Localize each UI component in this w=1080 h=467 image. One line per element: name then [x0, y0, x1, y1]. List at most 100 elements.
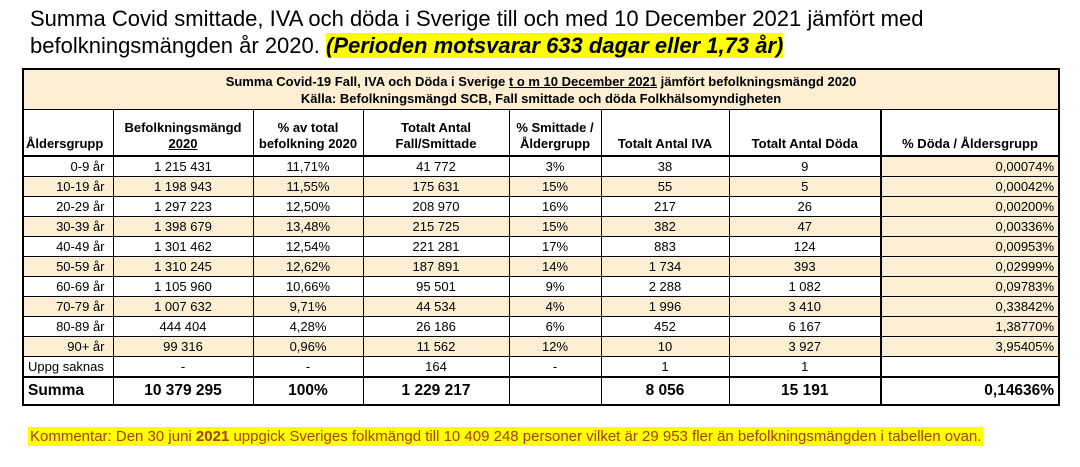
table-row: 50-59 år 1 310 245 12,62% 187 891 14% 1 …	[22, 255, 1060, 277]
cell: 26 186	[362, 315, 510, 337]
table-row: 40-49 år 1 301 462 12,54% 221 281 17% 88…	[22, 235, 1060, 257]
table-row: 80-89 år 444 404 4,28% 26 186 6% 452 6 1…	[22, 315, 1060, 337]
cell: 124	[728, 235, 882, 257]
cell-age: 40-49 år	[22, 235, 114, 257]
cell: 41 772	[362, 155, 510, 177]
column-header-row: Åldersgrupp Befolkningsmängd 2020 % av t…	[22, 109, 1060, 157]
cell: 10 379 295	[112, 375, 254, 405]
column-header-line: 2020	[168, 135, 198, 151]
cell: 1	[600, 355, 730, 377]
table-row-summa: Summa 10 379 295 100% 1 229 217 8 056 15…	[22, 375, 1060, 405]
table-row: 30-39 år 1 398 679 13,48% 215 725 15% 38…	[22, 215, 1060, 237]
column-header-label: % Döda / Åldersgrupp	[902, 135, 1038, 151]
cell: 3 410	[728, 295, 882, 317]
column-header-line: Åldergrupp	[519, 135, 591, 151]
cell: 1 082	[728, 275, 882, 297]
cell: -	[508, 355, 602, 377]
cell-age: 0-9 år	[22, 155, 114, 177]
table-row-uppg-saknas: Uppg saknas - - 164 - 1 1	[22, 355, 1060, 377]
cell: 0,00336%	[879, 215, 1060, 237]
table-title-row: Summa Covid-19 Fall, IVA och Döda i Sver…	[22, 68, 1060, 110]
cell: 15 191	[728, 375, 882, 405]
table-title-text: Summa Covid-19 Fall, IVA och Döda i Sver…	[24, 73, 1058, 90]
column-header-label: Totalt Antal IVA	[617, 135, 713, 151]
cell: 208 970	[362, 195, 510, 217]
cell: 10,66%	[252, 275, 364, 297]
column-header-befolkningsmangd: Befolkningsmängd 2020	[112, 109, 254, 157]
cell: 6 167	[728, 315, 882, 337]
cell: 99 316	[112, 335, 254, 357]
column-header-doda-aldersgrupp: % Döda / Åldersgrupp	[879, 109, 1060, 157]
cell: 38	[600, 155, 730, 177]
cell: 217	[600, 195, 730, 217]
cell: 1 198 943	[112, 175, 254, 197]
cell: 0,33842%	[879, 295, 1060, 317]
cell: 1 996	[600, 295, 730, 317]
cell-age: 90+ år	[22, 335, 114, 357]
cell: 26	[728, 195, 882, 217]
cell: 1 301 462	[112, 235, 254, 257]
cell: 16%	[508, 195, 602, 217]
cell: 0,02999%	[879, 255, 1060, 277]
cell: 10	[600, 335, 730, 357]
cell: 6%	[508, 315, 602, 337]
cell-age: 50-59 år	[22, 255, 114, 277]
cell: 1,38770%	[879, 315, 1060, 337]
cell: 1 734	[600, 255, 730, 277]
cell: 3,95405%	[879, 335, 1060, 357]
page-title-highlight: (Perioden motsvarar 633 dagar eller 1,73…	[326, 33, 784, 58]
column-header-iva: Totalt Antal IVA	[600, 109, 730, 157]
cell: 12,54%	[252, 235, 364, 257]
column-header-line: befolkning 2020	[258, 135, 358, 151]
column-header-line: Totalt Antal	[400, 119, 472, 135]
cell: 47	[728, 215, 882, 237]
table-title-cell: Summa Covid-19 Fall, IVA och Döda i Sver…	[22, 68, 1060, 110]
cell: 444 404	[112, 315, 254, 337]
cell: 221 281	[362, 235, 510, 257]
table-title-underlined: t o m 10 December 2021	[508, 74, 658, 89]
table-source-text: Källa: Befolkningsmängd SCB, Fall smitta…	[300, 91, 782, 106]
table-row: 0-9 år 1 215 431 11,71% 41 772 3% 38 9 0…	[22, 155, 1060, 177]
table-row: 10-19 år 1 198 943 11,55% 175 631 15% 55…	[22, 175, 1060, 197]
comment: Kommentar: Den 30 juni 2021 uppgick Sver…	[28, 426, 1060, 446]
cell: 883	[600, 235, 730, 257]
cell: 0,00074%	[879, 155, 1060, 177]
cell: 0,00953%	[879, 235, 1060, 257]
comment-post: uppgick Sveriges folkmängd till 10 409 2…	[229, 427, 982, 445]
page-title: Summa Covid smittade, IVA och döda i Sve…	[30, 5, 1060, 59]
cell-age: 80-89 år	[22, 315, 114, 337]
cell: 382	[600, 215, 730, 237]
cell: 44 534	[362, 295, 510, 317]
cell-age: Uppg saknas	[22, 355, 114, 377]
cell: 1 297 223	[112, 195, 254, 217]
column-header-doda: Totalt Antal Döda	[728, 109, 882, 157]
cell: -	[252, 355, 364, 377]
cell: 5	[728, 175, 882, 197]
cell: 2 288	[600, 275, 730, 297]
column-header-line: % Smittade /	[516, 119, 594, 135]
cell: 14%	[508, 255, 602, 277]
cell: 11,71%	[252, 155, 364, 177]
cell: 1 398 679	[112, 215, 254, 237]
cell: 0,00200%	[879, 195, 1060, 217]
cell: 1 229 217	[362, 375, 510, 405]
cell: 1 007 632	[112, 295, 254, 317]
cell: 12,62%	[252, 255, 364, 277]
column-header-label: Åldersgrupp	[26, 135, 104, 151]
column-header-smittade-aldergrupp: % Smittade / Åldergrupp	[508, 109, 602, 157]
column-header-line: Befolkningsmängd	[124, 119, 242, 135]
column-header-andel-befolkning: % av total befolkning 2020	[252, 109, 364, 157]
cell: 187 891	[362, 255, 510, 277]
cell-age: 60-69 år	[22, 275, 114, 297]
cell: 0,14636%	[879, 375, 1060, 405]
column-header-line: Fall/Smittade	[395, 135, 477, 151]
cell: 11,55%	[252, 175, 364, 197]
cell: 12%	[508, 335, 602, 357]
cell: 100%	[252, 375, 364, 405]
cell: 215 725	[362, 215, 510, 237]
cell: 1 310 245	[112, 255, 254, 277]
cell: 11 562	[362, 335, 510, 357]
cell-age: 20-29 år	[22, 195, 114, 217]
cell: 175 631	[362, 175, 510, 197]
cell: 4,28%	[252, 315, 364, 337]
